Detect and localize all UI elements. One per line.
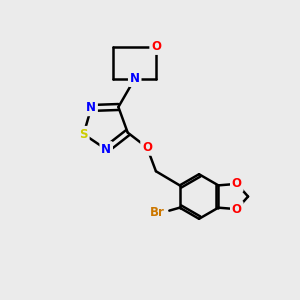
Text: O: O (232, 177, 242, 190)
Text: O: O (142, 141, 152, 154)
Text: O: O (151, 40, 161, 53)
Text: N: N (86, 101, 96, 115)
Text: N: N (130, 72, 140, 85)
Text: S: S (80, 128, 88, 141)
Text: O: O (232, 202, 242, 216)
Text: N: N (101, 143, 111, 156)
Text: Br: Br (150, 206, 165, 219)
